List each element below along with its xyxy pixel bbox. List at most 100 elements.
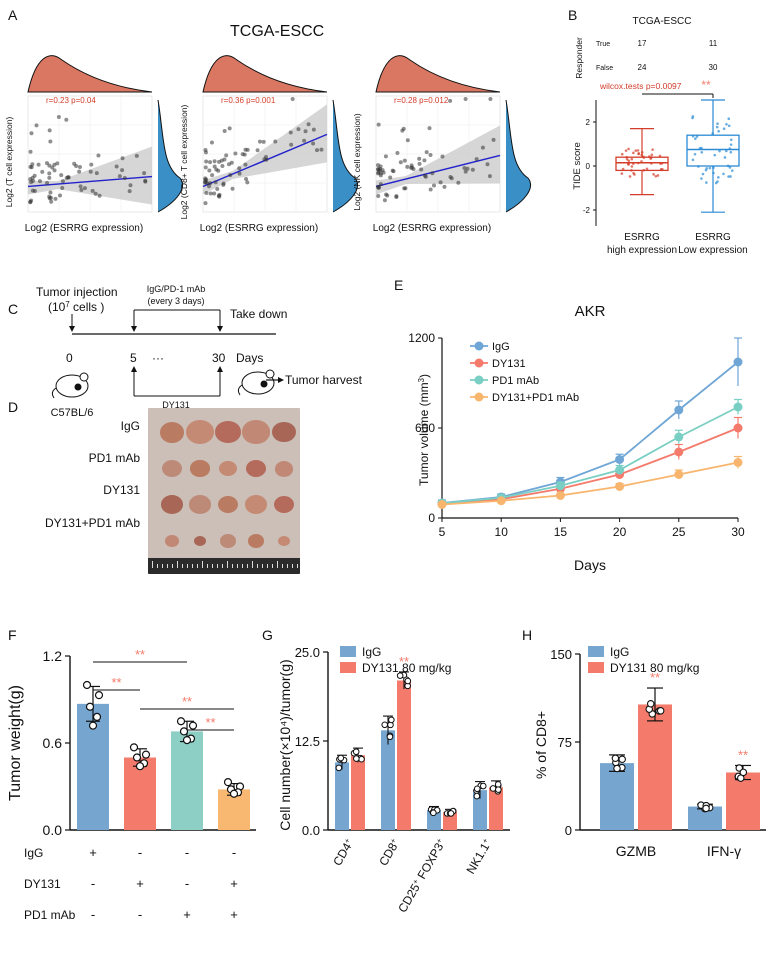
scatter-point [224, 153, 229, 158]
box-point [701, 172, 705, 176]
tumor-sample [193, 535, 207, 547]
bar-1-0 [638, 704, 672, 830]
scatter-point [424, 150, 429, 155]
scatter-point [391, 169, 396, 174]
box-point [713, 153, 717, 157]
scatter-point [319, 147, 324, 152]
panelE-ylabel: Tumor volume (mm3) [417, 374, 432, 486]
regression-line [27, 175, 153, 188]
data-point [733, 402, 743, 412]
tumor-sample [160, 494, 184, 515]
drug-label: DY131 [162, 400, 190, 410]
panelE-x-tick-label: 10 [495, 525, 509, 539]
scatter-point [58, 193, 63, 198]
panelG-y-tick-label: 25.0 [295, 645, 320, 660]
panelB-group-label: Low expression [678, 245, 747, 256]
scatter-point [47, 175, 52, 180]
bar-0-3 [473, 790, 487, 830]
scatter-point [410, 165, 415, 170]
box-point [636, 161, 640, 165]
replicate-point [473, 785, 481, 793]
bar-0-0 [600, 763, 634, 830]
panelA-ylabel: Log2 (NK cell expression) [352, 113, 362, 210]
box-point [637, 152, 641, 155]
mab-label: IgG/PD-1 mAb [147, 284, 206, 294]
scatter-point [217, 159, 222, 164]
scatter-point [419, 167, 424, 172]
panelE-ylabel-part: 3 [417, 378, 426, 382]
tumor-sample [165, 535, 179, 547]
scatter-point [52, 168, 57, 173]
ruler-tick [237, 564, 238, 568]
ruler-tick [212, 564, 213, 568]
replicate-point [229, 789, 239, 798]
panelE-x-tick-label: 20 [613, 525, 627, 539]
scatter-point [47, 163, 52, 168]
ruler-tick [227, 561, 228, 568]
panelE-ylabel-part: ) [417, 374, 431, 378]
ruler-tick [277, 561, 278, 568]
scatter-point [209, 140, 214, 145]
scatter-point [31, 178, 36, 183]
scatter-point [417, 161, 422, 166]
box-point [730, 169, 734, 172]
box-point [660, 162, 664, 165]
bar-1-0 [351, 755, 365, 830]
legend-label: PD1 mAb [492, 375, 539, 387]
scatter-point [311, 141, 316, 146]
panelB-group-label: ESRRG [624, 232, 660, 243]
box-point [628, 175, 632, 178]
box-point [705, 181, 708, 184]
scatter-point [428, 187, 433, 192]
panelG-category-label-part: NK1.1 [464, 840, 493, 876]
box-point [695, 135, 699, 138]
scatter-point [240, 152, 245, 157]
scatter-point [215, 187, 220, 192]
data-point [674, 447, 684, 457]
box-point [693, 137, 697, 141]
scatter-point [229, 160, 234, 165]
scatter-point [395, 151, 400, 156]
ruler-tick [152, 561, 153, 568]
ruler [148, 558, 300, 574]
tumor-sample [242, 420, 270, 444]
correlation-stat: r=0.28 p=0.012 [394, 96, 449, 105]
scatter-point [385, 193, 390, 198]
bar-2 [171, 731, 203, 830]
box-point [627, 163, 630, 166]
scatter-point [93, 191, 98, 196]
box-point [729, 138, 733, 142]
scatter-point [48, 190, 53, 195]
scatter-point [487, 174, 492, 179]
panelG-category-label-part: FOXP3 [413, 840, 447, 884]
replicate-point [447, 810, 455, 817]
treatment-mark: + [89, 845, 97, 860]
legend-swatch [588, 662, 604, 673]
top-density-curve [375, 55, 501, 93]
arrow-head [131, 326, 137, 332]
box-point [621, 167, 625, 171]
box-point [700, 150, 704, 154]
scatter-point [296, 127, 301, 132]
arrow-head [278, 377, 284, 383]
replicate-point [92, 712, 102, 722]
ruler-tick [197, 564, 198, 568]
bar-1-1 [397, 680, 411, 830]
ruler-tick [187, 564, 188, 568]
scatter-point [28, 164, 33, 169]
scatter-point [212, 164, 217, 169]
panelH-category-label: IFN-γ [707, 843, 741, 859]
top-density-curve [27, 55, 153, 93]
scatter-point [428, 153, 433, 158]
photo-row-label: DY131+PD1 mAb [44, 516, 140, 530]
scatter-point [221, 182, 226, 187]
panelG-category-label: CD25+ FOXP3+ [395, 836, 449, 915]
tumor-sample [277, 535, 291, 547]
box-point [708, 166, 712, 170]
photo-row-label: DY131 [103, 483, 140, 497]
box-point [640, 153, 644, 157]
replicate-point [353, 755, 360, 762]
panelG-category-label-part: + [342, 836, 352, 845]
box-point [693, 152, 697, 156]
scatter-point [255, 148, 260, 153]
